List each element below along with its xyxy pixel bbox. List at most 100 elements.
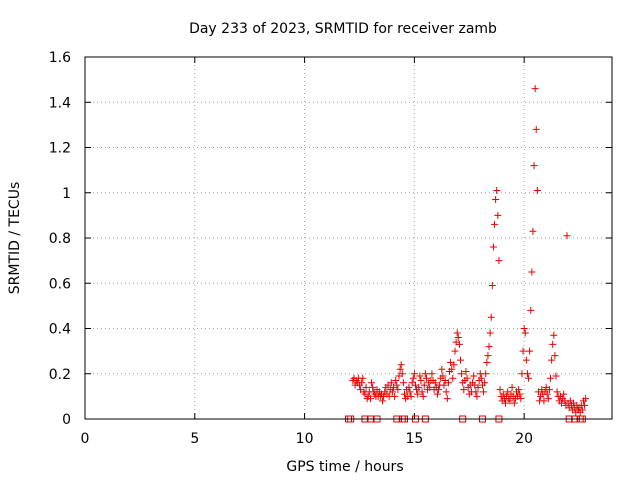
data-point bbox=[419, 392, 427, 400]
x-tick-label: 5 bbox=[190, 431, 199, 447]
y-tick-label: 1 bbox=[62, 186, 71, 202]
x-tick-label: 20 bbox=[515, 431, 533, 447]
chart-title: Day 233 of 2023, SRMTID for receiver zam… bbox=[189, 21, 497, 37]
data-point bbox=[474, 383, 482, 391]
data-point bbox=[480, 388, 488, 396]
data-point bbox=[551, 352, 559, 360]
data-point bbox=[532, 125, 540, 133]
data-point bbox=[406, 388, 414, 396]
data-point bbox=[449, 374, 457, 382]
data-point bbox=[414, 390, 422, 398]
data-point bbox=[528, 268, 536, 276]
data-point bbox=[522, 356, 530, 364]
y-tick-label: 0.2 bbox=[49, 367, 71, 383]
data-point bbox=[368, 379, 376, 387]
data-point bbox=[510, 399, 518, 407]
data-point bbox=[451, 347, 459, 355]
data-point bbox=[450, 361, 458, 369]
data-point bbox=[358, 379, 366, 387]
data-point bbox=[422, 374, 430, 382]
y-tick-label: 1.6 bbox=[49, 50, 71, 66]
data-point bbox=[506, 397, 514, 405]
data-point bbox=[493, 186, 501, 194]
data-point bbox=[552, 372, 560, 380]
data-point bbox=[369, 383, 377, 391]
data-point bbox=[517, 395, 525, 403]
data-point bbox=[548, 356, 556, 364]
data-point bbox=[508, 383, 516, 391]
data-point bbox=[547, 374, 555, 382]
data-points bbox=[345, 85, 590, 423]
data-point bbox=[418, 388, 426, 396]
data-point bbox=[494, 211, 502, 219]
data-point bbox=[519, 347, 527, 355]
grid bbox=[85, 57, 612, 419]
data-point bbox=[444, 379, 452, 387]
data-point bbox=[455, 340, 463, 348]
x-tick-label: 10 bbox=[296, 431, 314, 447]
data-point bbox=[553, 388, 561, 396]
data-point bbox=[393, 381, 401, 389]
data-point bbox=[540, 397, 548, 405]
data-point bbox=[563, 232, 571, 240]
data-point bbox=[453, 329, 461, 337]
data-point bbox=[379, 397, 387, 405]
y-tick-label: 0.4 bbox=[49, 322, 71, 338]
data-point bbox=[527, 306, 535, 314]
data-point bbox=[487, 313, 495, 321]
data-point bbox=[454, 334, 462, 342]
data-point bbox=[417, 377, 425, 385]
data-point bbox=[407, 392, 415, 400]
data-point bbox=[438, 365, 446, 373]
data-point bbox=[458, 370, 466, 378]
data-point bbox=[388, 388, 396, 396]
data-point bbox=[550, 331, 558, 339]
data-point bbox=[433, 390, 441, 398]
data-point bbox=[399, 379, 407, 387]
x-tick-label: 15 bbox=[405, 431, 423, 447]
data-point bbox=[472, 388, 480, 396]
data-point bbox=[448, 365, 456, 373]
data-point bbox=[496, 386, 504, 394]
data-point bbox=[394, 386, 402, 394]
data-point bbox=[439, 372, 447, 380]
data-point bbox=[560, 390, 568, 398]
data-point bbox=[531, 85, 539, 93]
data-point bbox=[549, 340, 557, 348]
data-point bbox=[421, 370, 429, 378]
data-point bbox=[362, 383, 370, 391]
data-point bbox=[533, 186, 541, 194]
data-point bbox=[405, 383, 413, 391]
data-point bbox=[470, 372, 478, 380]
y-tick-labels: 0 0.2 0.4 0.6 0.8 1 1.2 1.4 1.6 bbox=[49, 50, 71, 428]
x-tick-label: 0 bbox=[81, 431, 90, 447]
data-point bbox=[529, 227, 537, 235]
data-point bbox=[483, 358, 491, 366]
data-point bbox=[526, 347, 534, 355]
ticks bbox=[84, 56, 612, 420]
data-point bbox=[463, 374, 471, 382]
data-point bbox=[392, 377, 400, 385]
x-tick-labels: 0 5 10 15 20 bbox=[81, 431, 534, 447]
data-point bbox=[581, 401, 589, 409]
data-point bbox=[440, 381, 448, 389]
data-point bbox=[366, 395, 374, 403]
data-point bbox=[396, 365, 404, 373]
data-point bbox=[543, 390, 551, 398]
data-point bbox=[443, 395, 451, 403]
data-point bbox=[409, 374, 417, 382]
data-point bbox=[530, 162, 538, 170]
y-tick-label: 1.4 bbox=[49, 95, 71, 111]
x-axis-title: GPS time / hours bbox=[286, 459, 403, 475]
data-point bbox=[545, 386, 553, 394]
y-tick-label: 0.6 bbox=[49, 276, 71, 292]
data-point bbox=[491, 220, 499, 228]
data-point bbox=[359, 374, 367, 382]
data-point bbox=[489, 243, 497, 251]
data-point bbox=[492, 196, 500, 204]
data-point bbox=[410, 370, 418, 378]
y-tick-label: 1.2 bbox=[49, 141, 71, 157]
data-point bbox=[486, 329, 494, 337]
data-point bbox=[415, 383, 423, 391]
